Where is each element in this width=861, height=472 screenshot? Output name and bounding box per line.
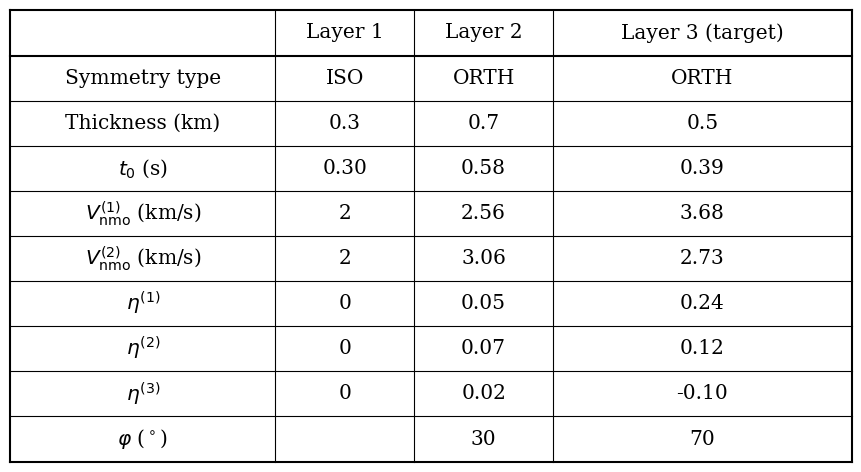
Text: 0.58: 0.58 [461,159,505,178]
Text: $V_{\mathrm{nmo}}^{(1)}$ (km/s): $V_{\mathrm{nmo}}^{(1)}$ (km/s) [84,199,201,228]
Text: 0.02: 0.02 [461,384,505,404]
Text: 0.7: 0.7 [467,114,499,133]
Text: ORTH: ORTH [671,68,733,88]
Text: 0.30: 0.30 [322,159,367,178]
Text: 0: 0 [338,339,350,358]
Text: $\eta^{(1)}$: $\eta^{(1)}$ [126,290,160,317]
Text: 0.39: 0.39 [679,159,724,178]
Text: 2.73: 2.73 [679,249,724,268]
Text: Layer 2: Layer 2 [444,24,522,42]
Text: 2: 2 [338,204,350,223]
Text: ORTH: ORTH [452,68,514,88]
Text: 70: 70 [689,430,715,448]
Text: 0.5: 0.5 [685,114,717,133]
Text: 0.05: 0.05 [461,294,505,313]
Text: 2: 2 [338,249,350,268]
Text: $\varphi$ ($^\circ$): $\varphi$ ($^\circ$) [117,427,168,451]
Text: 30: 30 [470,430,496,448]
Text: $\eta^{(3)}$: $\eta^{(3)}$ [126,380,160,407]
Text: 3.06: 3.06 [461,249,505,268]
Text: Layer 1: Layer 1 [306,24,383,42]
Text: ISO: ISO [325,68,363,88]
Text: Symmetry type: Symmetry type [65,68,220,88]
Text: 0: 0 [338,294,350,313]
Text: Layer 3 (target): Layer 3 (target) [620,23,783,43]
Text: 2.56: 2.56 [461,204,505,223]
Text: 0.3: 0.3 [328,114,361,133]
Text: $\eta^{(2)}$: $\eta^{(2)}$ [126,335,160,362]
Text: 0.07: 0.07 [461,339,505,358]
Text: -0.10: -0.10 [676,384,728,404]
Text: 3.68: 3.68 [679,204,724,223]
Text: $V_{\mathrm{nmo}}^{(2)}$ (km/s): $V_{\mathrm{nmo}}^{(2)}$ (km/s) [84,244,201,273]
Text: 0: 0 [338,384,350,404]
Text: Thickness (km): Thickness (km) [65,114,220,133]
Text: 0.24: 0.24 [679,294,724,313]
Text: 0.12: 0.12 [679,339,724,358]
Text: $t_0$ (s): $t_0$ (s) [118,157,168,180]
